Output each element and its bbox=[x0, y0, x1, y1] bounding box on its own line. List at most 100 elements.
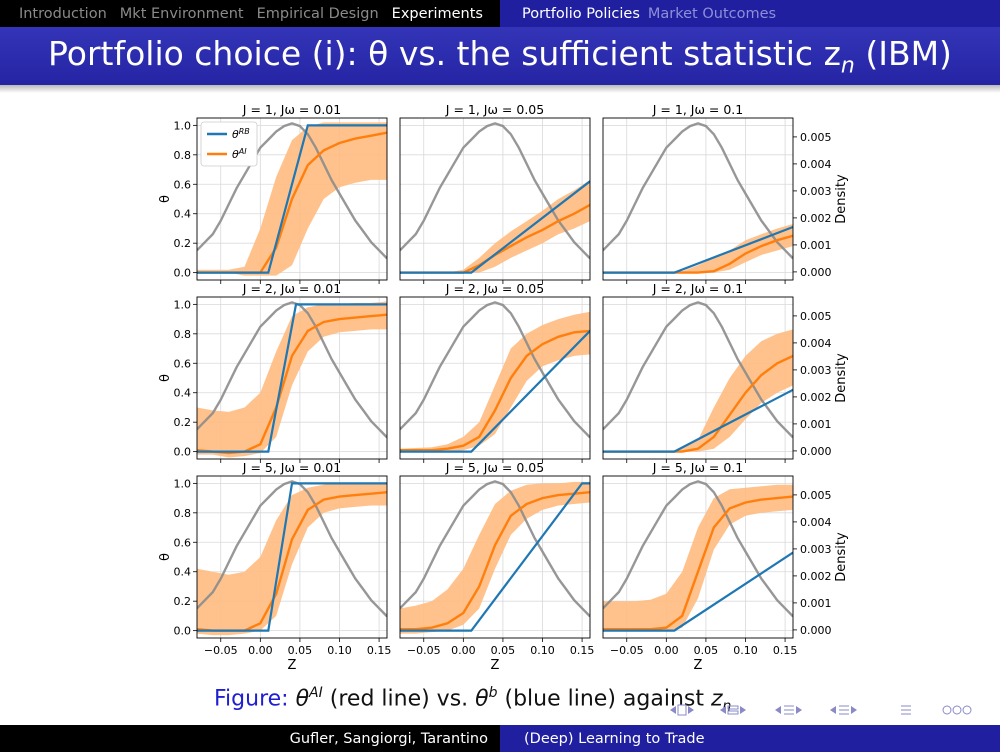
subplot-series bbox=[400, 301, 590, 453]
caption-mid2: (blue line) against bbox=[497, 686, 711, 712]
density-line bbox=[603, 301, 793, 439]
y-tick-label: 0.6 bbox=[174, 178, 192, 191]
y-tick-label: 0.8 bbox=[174, 149, 192, 162]
nav-introduction[interactable]: Introduction bbox=[18, 5, 107, 22]
density-line bbox=[197, 480, 387, 618]
confidence-band bbox=[603, 329, 793, 452]
y-tick-label: 0.0 bbox=[174, 446, 192, 459]
subplot-series bbox=[603, 122, 793, 274]
subplot-title: J = 5, Jω = 0.01 bbox=[242, 460, 341, 475]
nav-experiments[interactable]: Experiments bbox=[391, 5, 483, 22]
subplot-4: J = 2, Jω = 0.01 0.0 0.2 0.4 0.6 0.8 1.0 θ bbox=[158, 281, 388, 463]
y-axis-label: θ bbox=[158, 553, 173, 561]
density-line bbox=[197, 301, 387, 439]
footer: Gufler, Sangiorgi, Tarantino (Deep) Lear… bbox=[0, 725, 1000, 752]
x-tick-label: 0.15 bbox=[367, 644, 392, 657]
nav-market-outcomes[interactable]: Market Outcomes bbox=[647, 5, 777, 22]
y-tick-label: 0.2 bbox=[174, 416, 192, 429]
slide-title-tail: (IBM) bbox=[854, 33, 952, 73]
theta-ai-line bbox=[400, 491, 590, 631]
y2-tick-label: 0.005 bbox=[800, 131, 832, 144]
subplot-frame bbox=[399, 296, 591, 460]
x-tick-label: 0.15 bbox=[570, 644, 595, 657]
y2-tick-label: 0.001 bbox=[800, 418, 832, 431]
density-line bbox=[603, 122, 793, 260]
y2-tick-label: 0.003 bbox=[800, 364, 832, 377]
figure-caption: Figure: θAI (red line) vs. θb (blue line… bbox=[214, 685, 731, 715]
nav-mkt-environment[interactable]: Mkt Environment bbox=[119, 5, 244, 22]
y-tick-label: 0.4 bbox=[174, 208, 192, 221]
theta-ai-line bbox=[400, 329, 590, 452]
subplot-title: J = 2, Jω = 0.05 bbox=[445, 281, 544, 296]
x-tick-label: 0.10 bbox=[530, 644, 555, 657]
nav-section-next-icon[interactable] bbox=[830, 705, 857, 715]
legend-label-sup: RB bbox=[239, 127, 250, 136]
theta-ai-line bbox=[603, 495, 793, 631]
y-tick-label: 0.2 bbox=[174, 595, 192, 608]
nav-subsection-icon[interactable] bbox=[720, 705, 746, 715]
caption-b-sup: b bbox=[488, 685, 498, 701]
nav-frame-prev-icon[interactable] bbox=[670, 704, 694, 716]
nav-left-sections: Introduction Mkt Environment Empirical D… bbox=[0, 0, 500, 27]
subplot-series bbox=[197, 301, 387, 458]
density-line bbox=[400, 480, 590, 618]
caption-z-sub: n bbox=[722, 698, 732, 715]
x-tick-label: −0.05 bbox=[204, 644, 238, 657]
subplot-8: J = 5, Jω = 0.05 −0.05 0.00 0.05 0.10 0.15 Z bbox=[399, 460, 595, 670]
nav-empirical-design[interactable]: Empirical Design bbox=[256, 5, 379, 22]
theta-rb-line bbox=[197, 482, 387, 632]
y-tick-label: 0.4 bbox=[174, 566, 192, 579]
nav-section-icon[interactable] bbox=[775, 705, 802, 715]
x-axis-label: Z bbox=[288, 658, 297, 670]
subplot-title: J = 2, Jω = 0.1 bbox=[652, 281, 743, 296]
subplot-frame bbox=[196, 475, 388, 639]
nav-portfolio-policies[interactable]: Portfolio Policies bbox=[522, 5, 640, 22]
caption-mid: (red line) vs. bbox=[322, 686, 476, 712]
subplot-series bbox=[400, 122, 590, 274]
y-tick-label: 0.0 bbox=[174, 625, 192, 638]
x-tick-label: 0.05 bbox=[288, 644, 313, 657]
subplot-title: J = 1, Jω = 0.1 bbox=[652, 102, 743, 117]
y2-axis-label: Density bbox=[834, 174, 849, 224]
footer-talk-title: (Deep) Learning to Trade bbox=[500, 725, 1000, 752]
theta-rb-line bbox=[400, 482, 590, 632]
theta-ai-line bbox=[197, 313, 387, 455]
y2-tick-label: 0.003 bbox=[800, 185, 832, 198]
nav-align-icon[interactable] bbox=[901, 705, 911, 715]
y2-tick-label: 0.004 bbox=[800, 516, 832, 529]
subplot-title: J = 1, Jω = 0.05 bbox=[445, 102, 544, 117]
density-line bbox=[603, 480, 793, 618]
y2-tick-label: 0.002 bbox=[800, 570, 832, 583]
y-tick-label: 0.8 bbox=[174, 507, 192, 520]
y-tick-label: 0.4 bbox=[174, 387, 192, 400]
x-tick-label: 0.10 bbox=[733, 644, 758, 657]
y-tick-label: 1.0 bbox=[174, 119, 192, 132]
theta-rb-line bbox=[197, 303, 387, 453]
x-tick-label: 0.10 bbox=[327, 644, 352, 657]
y2-tick-label: 0.000 bbox=[800, 266, 832, 279]
subplot-frame bbox=[602, 117, 794, 281]
y2-tick-label: 0.005 bbox=[800, 489, 832, 502]
density-line bbox=[197, 122, 387, 260]
confidence-band bbox=[603, 224, 793, 273]
beamer-navigation-symbols bbox=[670, 704, 972, 716]
subplot-2: J = 1, Jω = 0.05 bbox=[399, 102, 591, 284]
nav-search-icon[interactable] bbox=[942, 705, 972, 715]
y2-tick-label: 0.001 bbox=[800, 597, 832, 610]
section-navbar: Introduction Mkt Environment Empirical D… bbox=[0, 0, 1000, 27]
y-tick-label: 1.0 bbox=[174, 298, 192, 311]
x-tick-label: 0.00 bbox=[654, 644, 679, 657]
subplot-frame bbox=[399, 117, 591, 281]
y2-tick-label: 0.002 bbox=[800, 212, 832, 225]
confidence-band bbox=[603, 484, 793, 631]
subplot-title: J = 5, Jω = 0.05 bbox=[445, 460, 544, 475]
theta-rb-line bbox=[603, 225, 793, 274]
slide-title: Portfolio choice (i): θ vs. the sufficie… bbox=[48, 34, 952, 79]
x-axis-label: Z bbox=[694, 658, 703, 670]
y-tick-label: 0.6 bbox=[174, 536, 192, 549]
nav-right-subsections: Portfolio Policies Market Outcomes bbox=[500, 0, 1000, 27]
policy-figure: J = 1, Jω = 0.010.00.20.40.60.81.0θθRBθA… bbox=[158, 102, 849, 670]
subplot-title: J = 5, Jω = 0.1 bbox=[652, 460, 743, 475]
subplot-frame bbox=[602, 296, 794, 460]
slide-title-text: Portfolio choice (i): θ vs. the sufficie… bbox=[48, 33, 841, 73]
